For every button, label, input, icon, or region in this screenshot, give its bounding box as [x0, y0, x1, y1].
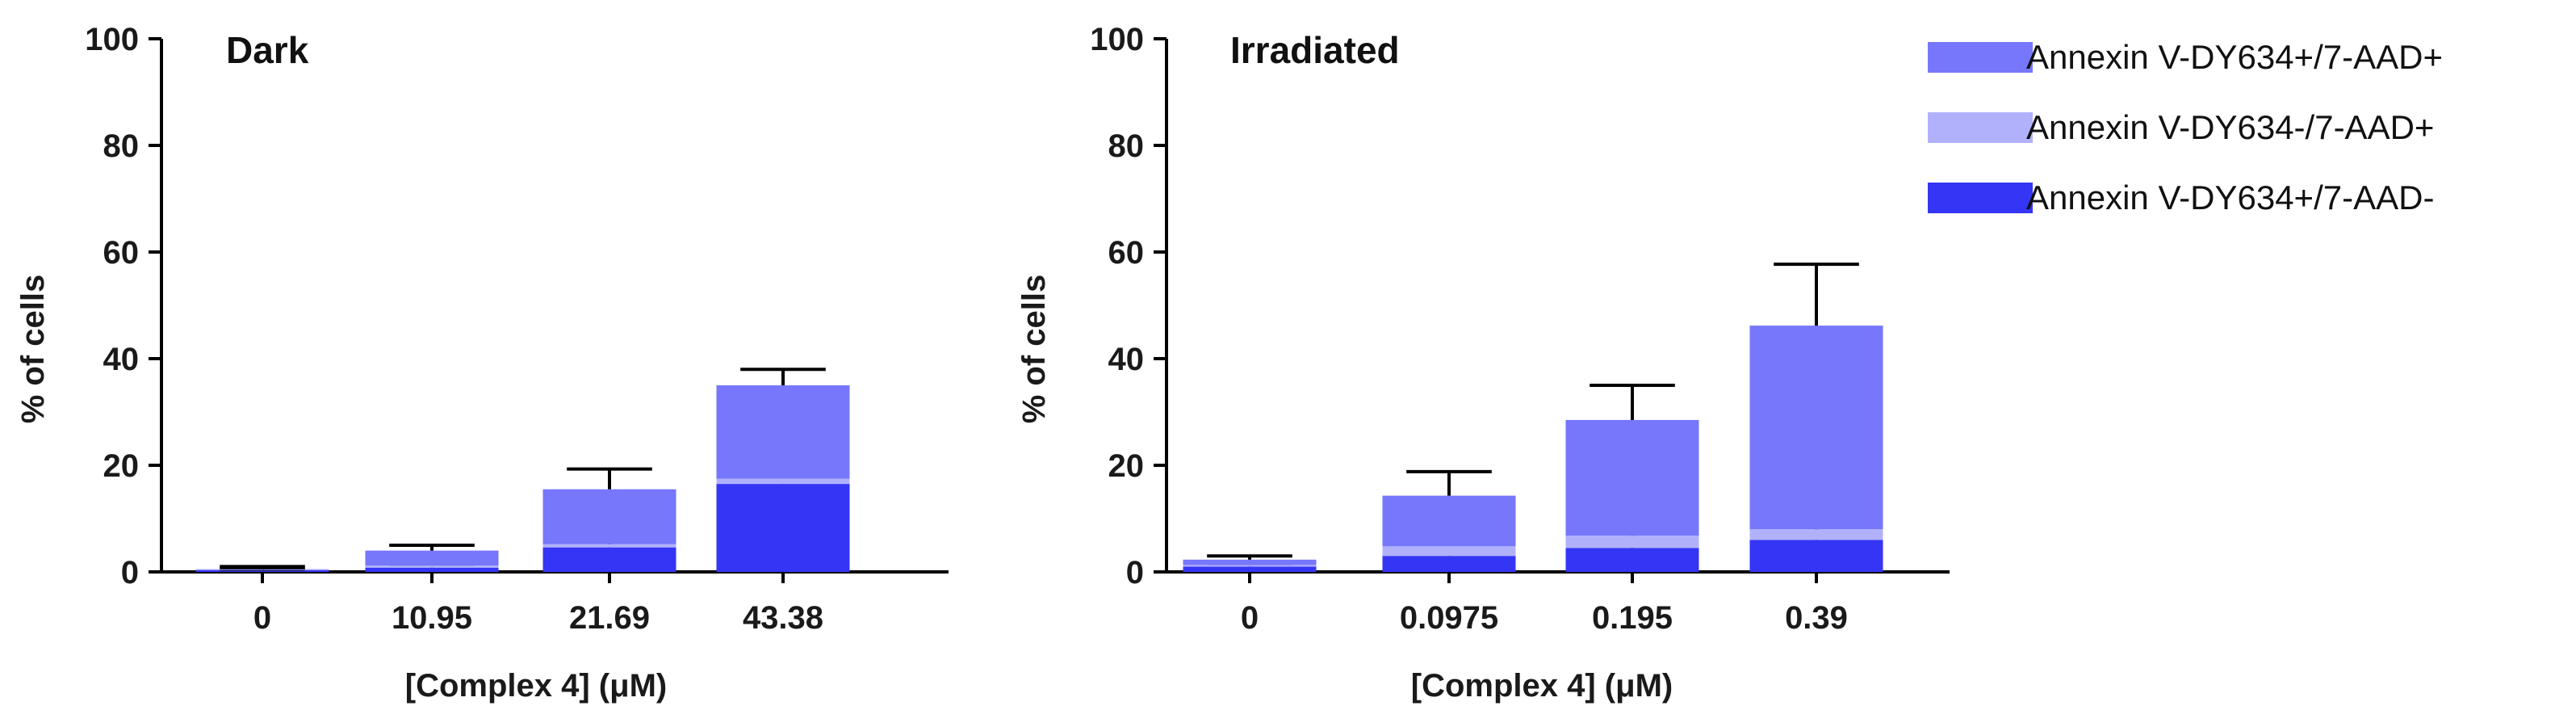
x-tick-label: 0.195 — [1592, 600, 1673, 636]
legend: Annexin V-DY634+/7-AAD+ Annexin V-DY634-… — [1928, 38, 2443, 216]
bar-segment — [365, 550, 499, 566]
y-tick-label: 40 — [1108, 342, 1145, 377]
chart-dark: Dark % of cells [Complex 4] (μM) 0 20 40 60… — [15, 22, 949, 704]
y-tick-label: 100 — [1090, 22, 1144, 57]
x-axis-title: [Complex 4] (μM) — [405, 668, 667, 704]
bar-segment — [1565, 419, 1699, 536]
x-tick-label: 21.69 — [569, 600, 650, 636]
bar-segment — [1382, 546, 1516, 557]
bar-segment — [195, 569, 329, 570]
y-tick-label: 80 — [103, 128, 140, 164]
bar-segment — [1565, 548, 1699, 572]
x-tick-label: 0 — [1241, 600, 1259, 636]
y-tick-label: 80 — [1108, 128, 1145, 164]
y-tick-label: 20 — [103, 448, 140, 484]
bar-segment — [1382, 556, 1516, 572]
legend-label: Annexin V-DY634+/7-AAD- — [2026, 179, 2434, 216]
legend-label: Annexin V-DY634+/7-AAD+ — [2026, 38, 2443, 76]
legend-swatch — [1928, 183, 2033, 213]
x-tick-label: 0.0975 — [1400, 600, 1498, 636]
bar-segment — [542, 547, 676, 572]
bar-segment — [542, 489, 676, 544]
y-tick-label: 0 — [121, 555, 139, 590]
x-tick-label: 0 — [253, 600, 271, 636]
x-tick-label: 43.38 — [743, 600, 823, 636]
chart-title: Irradiated — [1230, 29, 1400, 71]
x-tick-label: 10.95 — [392, 600, 472, 636]
bar-segment — [1382, 495, 1516, 547]
chart-title: Dark — [226, 29, 309, 71]
bar-segment — [195, 569, 329, 571]
chart-irradiated: Irradiated % of cells [Complex 4] (μM) 0… — [1016, 22, 1950, 704]
x-tick-label: 0.39 — [1785, 600, 1848, 636]
legend-swatch — [1928, 112, 2033, 143]
y-axis-title: % of cells — [1016, 275, 1052, 424]
bar-segment — [1565, 536, 1699, 548]
bar-segment — [716, 478, 850, 485]
bar-segment — [365, 565, 499, 568]
bar-segment — [716, 385, 850, 479]
bar-segment — [1183, 559, 1317, 565]
y-axis-title: % of cells — [15, 275, 51, 424]
y-tick-label: 60 — [1108, 235, 1145, 271]
y-tick-label: 60 — [103, 235, 140, 271]
legend-label: Annexin V-DY634-/7-AAD+ — [2026, 108, 2434, 146]
bar-segment — [542, 544, 676, 548]
bar-segment — [365, 567, 499, 572]
y-tick-label: 0 — [1126, 555, 1144, 590]
y-tick-label: 20 — [1108, 448, 1145, 484]
legend-swatch — [1928, 42, 2033, 73]
y-tick-label: 100 — [85, 22, 139, 57]
y-tick-label: 40 — [103, 342, 140, 377]
x-axis-title: [Complex 4] (μM) — [1411, 668, 1673, 704]
bar-segment — [716, 484, 850, 572]
bar-segment — [195, 570, 329, 572]
bar-segment — [1183, 565, 1317, 567]
bar-segment — [1749, 529, 1883, 540]
bar-segment — [1749, 326, 1883, 530]
bar-segment — [1183, 566, 1317, 572]
bar-segment — [1749, 540, 1883, 572]
